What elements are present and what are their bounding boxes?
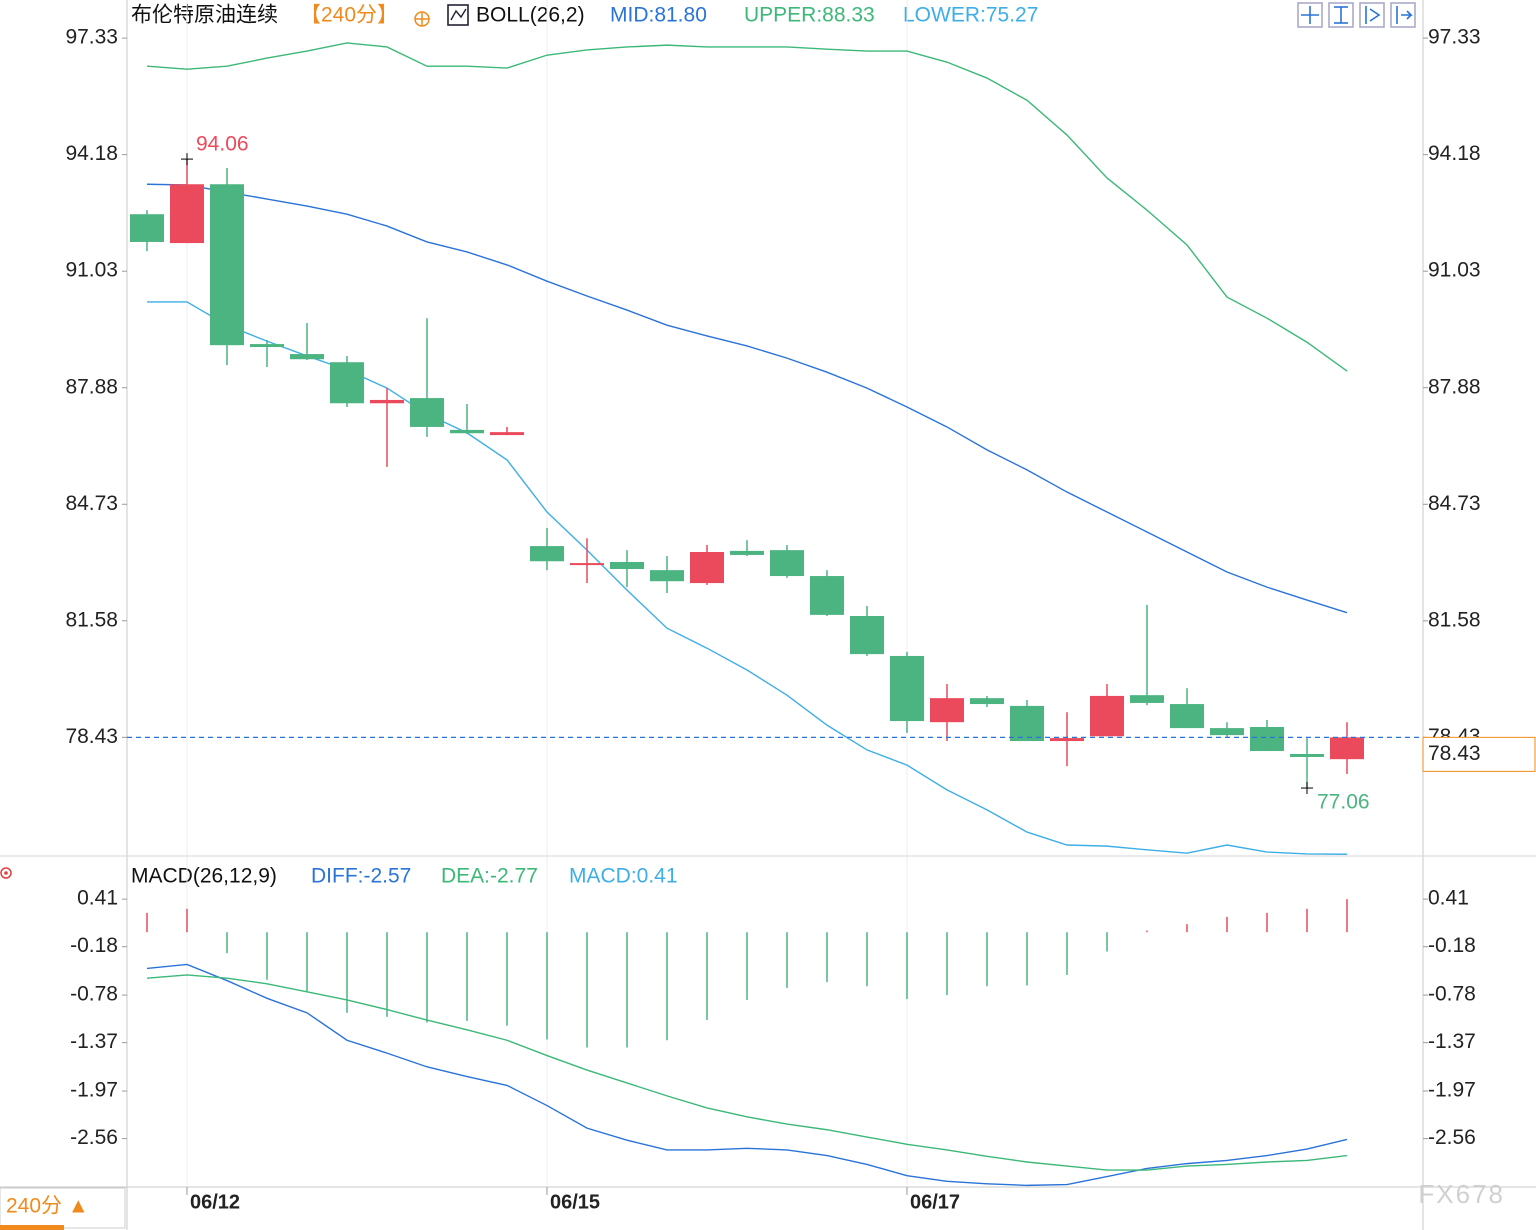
y-tick-label-right: -1.37 [1428, 1030, 1476, 1053]
macd-title: MACD(26,12,9) [131, 865, 277, 888]
y-tick-label-right: 91.03 [1428, 259, 1481, 282]
y-tick-label-right: 94.18 [1428, 142, 1481, 165]
indicator-line [146, 963, 1348, 1187]
y-tick-label: 81.58 [65, 608, 118, 631]
last-price-box [1422, 736, 1536, 772]
y-tick-label-right: 87.88 [1428, 375, 1481, 398]
candle-body [1010, 705, 1044, 742]
indicator-line [146, 183, 1348, 614]
candle-body [570, 563, 604, 566]
y-tick-label: -1.97 [70, 1079, 118, 1102]
candle-body [370, 399, 404, 404]
candle-body [1290, 753, 1324, 757]
candle-body [170, 184, 204, 244]
candle-body [1130, 695, 1164, 703]
last-price-label: 78.43 [1428, 742, 1481, 765]
candle-body [490, 432, 524, 436]
candle-body [770, 550, 804, 577]
y-tick-label-right: -0.18 [1428, 934, 1476, 957]
tool-zoom[interactable] [1328, 2, 1354, 28]
candle-body [1090, 695, 1124, 737]
y-tick-label-right: 81.58 [1428, 608, 1481, 631]
chart-title: 布伦特原油连续 [131, 4, 278, 27]
candle-body [290, 354, 324, 360]
settings-icon[interactable] [0, 867, 12, 879]
candle-body [1330, 737, 1364, 760]
candle-body [690, 551, 724, 584]
y-tick-label-right: -0.78 [1428, 983, 1476, 1006]
y-tick-label-right: -1.97 [1428, 1079, 1476, 1102]
candle-body [1250, 726, 1284, 752]
legend-macd: MACD:0.41 [569, 865, 678, 888]
y-tick-label: -0.78 [70, 983, 118, 1006]
y-tick-label-right: 84.73 [1428, 492, 1481, 515]
candle-body [610, 561, 644, 570]
legend-diff: DIFF:-2.57 [311, 865, 411, 888]
indicator-icon[interactable] [447, 4, 469, 26]
y-tick-label-right: -2.56 [1428, 1126, 1476, 1149]
candle-body [1170, 704, 1204, 729]
indicator-line [146, 974, 1348, 1171]
candle-body [250, 344, 284, 348]
legend-dea: DEA:-2.77 [441, 865, 538, 888]
candle-body [130, 214, 164, 242]
legend-upper: UPPER:88.33 [744, 4, 875, 27]
legend-mid: MID:81.80 [610, 4, 707, 27]
period-label: 【240分】 [300, 4, 398, 27]
candle-body [1210, 728, 1244, 736]
y-tick-label: -2.56 [70, 1126, 118, 1149]
x-tick-label: 06/17 [910, 1191, 960, 1213]
candle-body [330, 362, 364, 404]
period-button-label: 240分 ▲ [6, 1195, 89, 1218]
y-tick-label: 87.88 [65, 375, 118, 398]
y-tick-label: -1.37 [70, 1030, 118, 1053]
indicator-line [146, 42, 1348, 372]
low-label: 77.06 [1317, 791, 1370, 814]
y-tick-label-right: 97.33 [1428, 26, 1481, 49]
candle-body [970, 698, 1004, 705]
add-icon[interactable] [414, 11, 430, 27]
y-tick-label: 94.18 [65, 142, 118, 165]
y-tick-label: 0.41 [77, 887, 118, 910]
y-tick-label-right: 0.41 [1428, 887, 1469, 910]
candle-body [410, 398, 444, 427]
candle-body [890, 655, 924, 722]
high-label: 94.06 [196, 133, 249, 156]
x-tick-label: 06/12 [190, 1191, 240, 1213]
candle-body [650, 570, 684, 582]
legend-lower: LOWER:75.27 [903, 4, 1038, 27]
period-button[interactable]: 240分 ▲ [0, 1187, 126, 1230]
y-tick-label: -0.18 [70, 934, 118, 957]
indicator-label: BOLL(26,2) [476, 4, 585, 27]
candle-body [810, 576, 844, 615]
candle-body [530, 546, 564, 562]
y-tick-label: 78.43 [65, 725, 118, 748]
candle-body [730, 550, 764, 555]
candle-body [450, 429, 484, 434]
y-tick-label: 91.03 [65, 259, 118, 282]
candle-body [850, 615, 884, 655]
tool-right[interactable] [1390, 2, 1416, 28]
y-tick-label: 84.73 [65, 492, 118, 515]
candle-body [1050, 738, 1084, 742]
tool-crosshair[interactable] [1297, 2, 1323, 28]
watermark: FX678 [1418, 1179, 1505, 1209]
toolbar [1297, 2, 1416, 28]
candle-body [210, 184, 244, 346]
y-tick-label: 97.33 [65, 26, 118, 49]
tool-left[interactable] [1359, 2, 1385, 28]
x-tick-label: 06/15 [550, 1191, 600, 1213]
candle-body [930, 698, 964, 723]
